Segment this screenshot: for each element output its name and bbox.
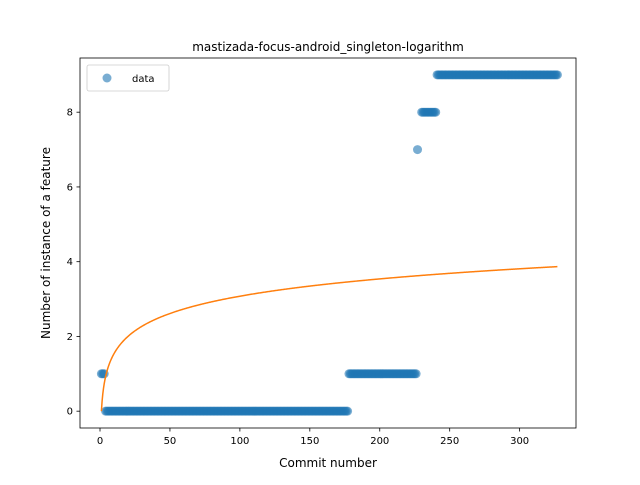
x-axis-label: Commit number (279, 456, 377, 470)
y-axis-label: Number of instance of a feature (39, 147, 53, 339)
y-tick-label: 4 (67, 257, 73, 268)
x-tick-label: 100 (230, 436, 249, 447)
legend-box (86, 64, 170, 92)
data-point (552, 70, 562, 80)
data-point (431, 107, 441, 117)
ticks-layer: 0 50 100 150 200 250 300 0 2 4 6 8 (67, 108, 530, 447)
fit-line (100, 265, 558, 412)
x-tick-label: 50 (164, 436, 177, 447)
x-tick-label: 250 (440, 436, 459, 447)
x-tick-label: 300 (510, 436, 529, 447)
y-tick-label: 6 (67, 182, 73, 193)
data-point (413, 145, 423, 155)
legend-marker-data (102, 73, 112, 83)
marks-layer (96, 70, 562, 416)
y-tick-label: 0 (67, 407, 73, 418)
x-tick-label: 150 (300, 436, 319, 447)
legend: data (86, 64, 170, 92)
legend-label-data: data (132, 74, 155, 85)
y-tick-label: 8 (67, 108, 73, 119)
chart-title: mastizada-focus-android_singleton-logari… (192, 40, 464, 54)
y-tick-label: 2 (67, 332, 73, 343)
x-tick-label: 200 (370, 436, 389, 447)
data-point (411, 369, 421, 379)
x-tick-label: 0 (97, 436, 103, 447)
data-point (343, 406, 353, 416)
axes-frame (79, 57, 577, 429)
